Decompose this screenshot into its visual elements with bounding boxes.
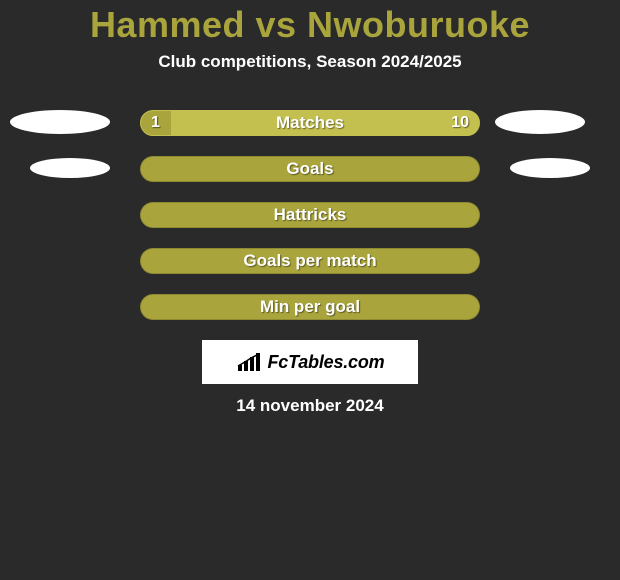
brand-text: FcTables.com [268,352,385,373]
stat-label: Matches [141,111,479,135]
page-title: Hammed vs Nwoburuoke [0,4,620,46]
stat-bar: Goals [140,156,480,182]
stats-comparison-card: Hammed vs Nwoburuoke Club competitions, … [0,0,620,580]
player-a-badge [10,110,110,134]
stats-chart: 1 10Matches Goals Hattricks Goals per match M… [0,100,620,330]
stat-row-gpm: Goals per match [0,238,620,284]
player-b-badge [495,110,585,134]
stat-bar-full [140,248,480,274]
fctables-logo-icon [236,351,264,373]
player-b-badge [510,158,590,178]
stat-row-goals: Goals [0,146,620,192]
stat-bar-full [140,202,480,228]
stat-value-right: 10 [451,111,469,135]
page-subtitle: Club competitions, Season 2024/2025 [0,52,620,72]
stat-bar-full [140,294,480,320]
stat-row-matches: 1 10Matches [0,100,620,146]
stat-bar-full [140,156,480,182]
brand-box: FcTables.com [202,340,418,384]
stat-bar: 1 10Matches [140,110,480,136]
snapshot-date: 14 november 2024 [0,396,620,416]
stat-bar: Hattricks [140,202,480,228]
stat-value-left: 1 [151,111,160,135]
stat-bar: Goals per match [140,248,480,274]
stat-row-hattricks: Hattricks [0,192,620,238]
player-a-badge [30,158,110,178]
stat-row-mpg: Min per goal [0,284,620,330]
stat-bar: Min per goal [140,294,480,320]
